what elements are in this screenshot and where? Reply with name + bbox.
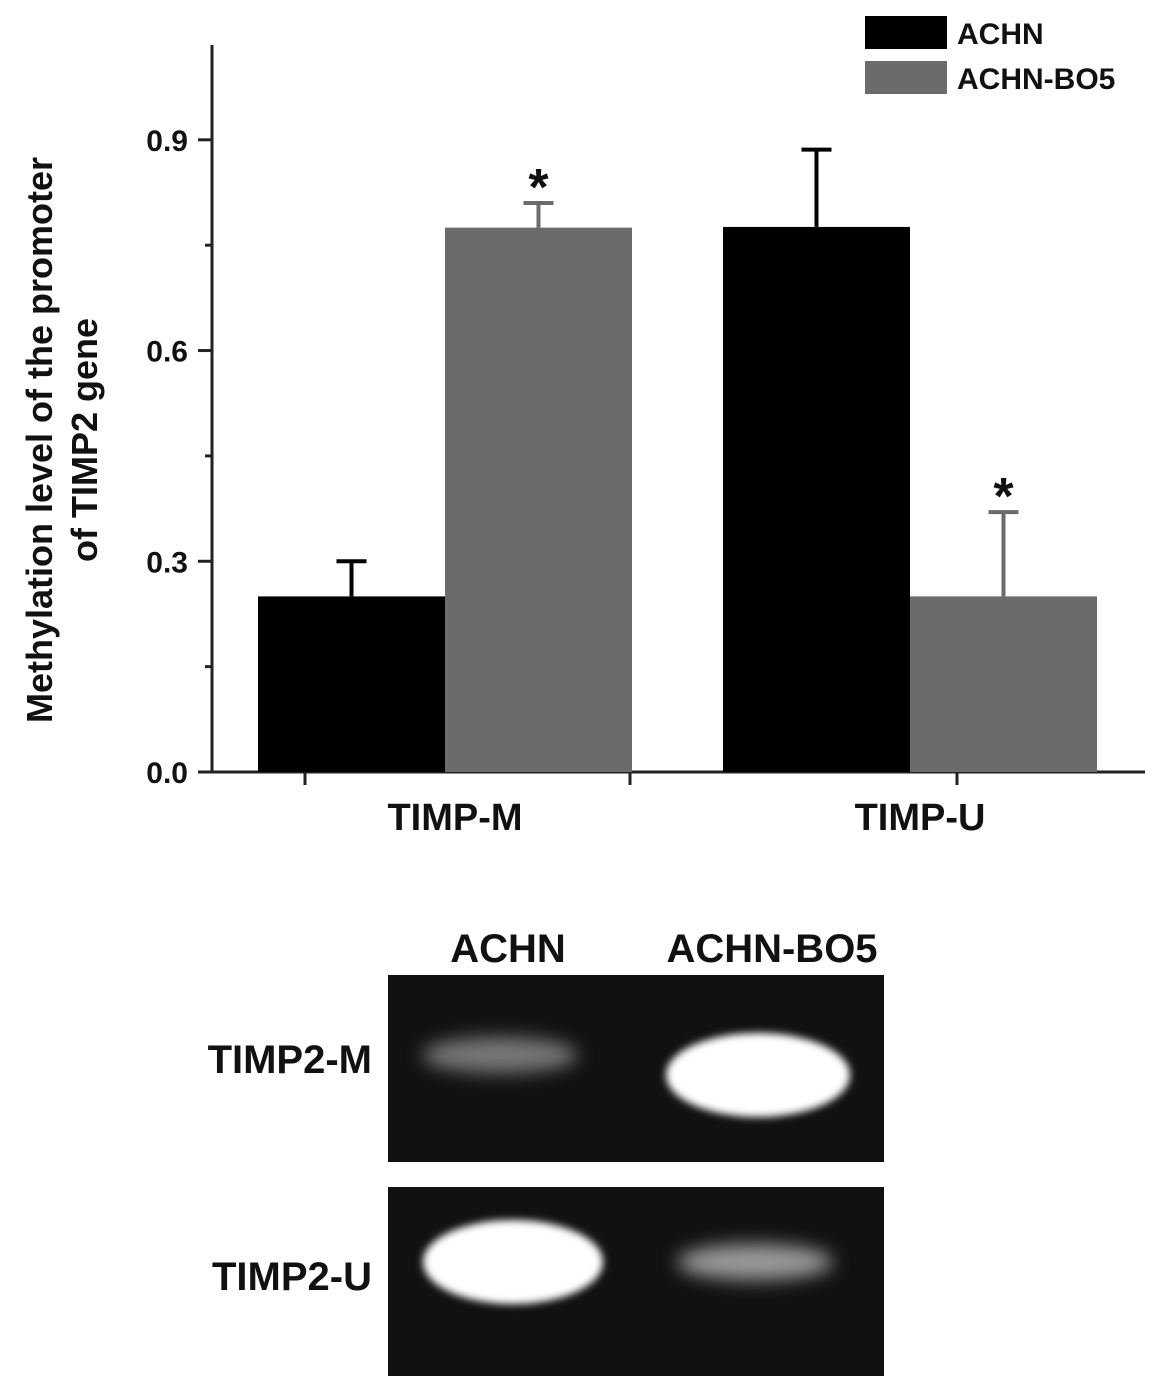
x-tick-label: TIMP-U [855, 797, 986, 839]
error-bar [523, 201, 554, 228]
y-tick-label: 0.3 [146, 546, 188, 579]
gel-band [423, 1220, 603, 1304]
significance-marker: * [528, 159, 549, 217]
bar [445, 227, 632, 772]
gel-panel: ACHN ACHN-BO5 TIMP2-M TIMP2-U [208, 927, 884, 1376]
row-label: TIMP2-U [212, 1255, 372, 1299]
y-axis-label: of TIMP2 gene [64, 318, 105, 562]
legend-label: ACHN [957, 18, 1044, 51]
y-tick-label: 0.6 [146, 336, 188, 369]
y-axis-label: Methylation level of the promoter [19, 157, 60, 723]
error-bar [336, 559, 367, 597]
bar [723, 226, 910, 772]
error-bar [988, 510, 1019, 597]
lane-label: ACHN-BO5 [666, 927, 877, 971]
y-tick-label: 0.0 [146, 757, 188, 790]
row-label: TIMP2-M [208, 1038, 372, 1082]
error-bar [801, 147, 832, 227]
bar [910, 596, 1097, 772]
lane-label: ACHN [450, 927, 566, 971]
gel-band [677, 1244, 833, 1280]
legend-label: ACHN-BO5 [957, 63, 1115, 96]
bar [258, 596, 445, 772]
gel-band [422, 1037, 578, 1073]
gel-band [666, 1033, 850, 1117]
y-tick-label: 0.9 [146, 125, 188, 158]
legend-swatch [865, 61, 947, 94]
significance-marker: * [993, 468, 1014, 526]
x-tick-label: TIMP-M [387, 797, 522, 839]
legend-swatch [865, 16, 947, 49]
